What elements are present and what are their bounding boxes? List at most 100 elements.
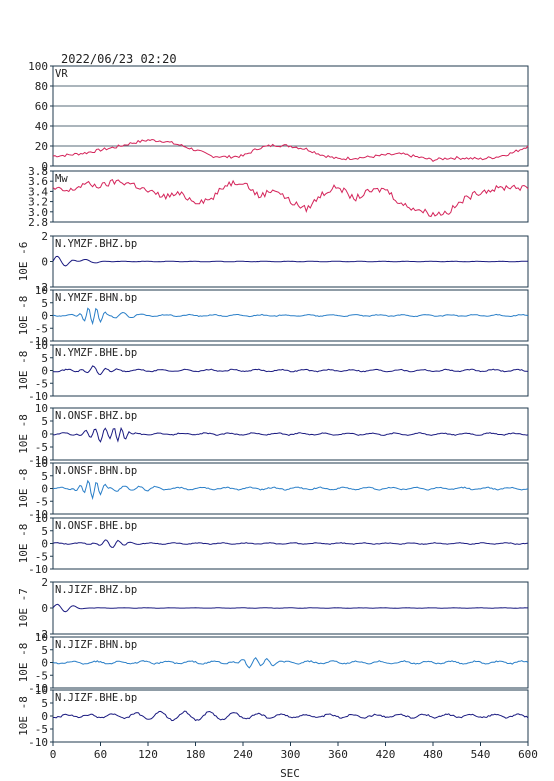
- panel-frame: [52, 170, 529, 223]
- y-tick-label: 2: [41, 230, 48, 243]
- x-tick-label: 120: [138, 748, 158, 761]
- panel-label: N.YMZF.BHE.bp: [55, 347, 137, 359]
- trace-n-onsf-bhe-bp: [52, 539, 529, 548]
- trace-n-ymzf-bhn-bp: [52, 307, 529, 326]
- trace-n-jizf-bhe-bp: [53, 710, 529, 722]
- y-tick-label: -5: [35, 723, 48, 736]
- trace-n-jizf-bhz-bp: [52, 603, 528, 613]
- y-tick-label: -2: [35, 281, 48, 294]
- y-tick-label: -10: [28, 390, 48, 403]
- panel-label: N.ONSF.BHN.bp: [55, 465, 137, 477]
- y-tick-label: -2: [35, 628, 48, 641]
- y-tick-label: 0: [41, 160, 48, 173]
- y-tick-label: 10: [35, 284, 48, 297]
- y-tick-label: -5: [35, 550, 48, 563]
- y-tick-label: -5: [35, 377, 48, 390]
- panel-label: N.ONSF.BHZ.bp: [55, 410, 137, 422]
- trace-vr: [52, 138, 529, 162]
- y-tick-label: 0: [41, 428, 48, 441]
- y-tick-label: -10: [28, 508, 48, 521]
- panel-label: Mw: [55, 173, 68, 185]
- y-tick-label: 0: [41, 310, 48, 323]
- y-tick-label: 10: [35, 402, 48, 415]
- panel-label: N.JIZF.BHN.bp: [55, 639, 137, 651]
- y-tick-label: 10: [35, 684, 48, 697]
- y-tick-label: 5: [41, 644, 48, 657]
- y-tick-label: 0: [41, 483, 48, 496]
- y-tick-label: 5: [41, 697, 48, 710]
- y-tick-label: 100: [28, 60, 48, 73]
- y-tick-label: 10: [35, 339, 48, 352]
- y-tick-label: -10: [28, 563, 48, 576]
- x-tick-label: 180: [186, 748, 206, 761]
- panel-n-ymzf-bhz-bp: -2 0 2 N.YMZF.BHZ.bp 10E -6: [17, 230, 529, 294]
- y-scale-label: 10E -8: [17, 643, 30, 683]
- y-scale-label: 10E -8: [17, 351, 30, 391]
- y-scale-label: 10E -8: [17, 469, 30, 509]
- y-tick-label: 5: [41, 415, 48, 428]
- y-tick-label: 2: [41, 576, 48, 589]
- y-tick-label: -10: [28, 454, 48, 467]
- x-tick-label: 0: [50, 748, 57, 761]
- x-tick-label: 420: [376, 748, 396, 761]
- y-tick-label: 2.8: [28, 216, 48, 229]
- y-tick-label: -5: [35, 322, 48, 335]
- y-tick-label: 10: [35, 457, 48, 470]
- y-tick-label: 5: [41, 297, 48, 310]
- y-tick-label: 20: [35, 140, 48, 153]
- x-tick-label: 480: [423, 748, 443, 761]
- y-scale-label: 10E -8: [17, 524, 30, 564]
- y-tick-label: 40: [35, 120, 48, 133]
- x-tick-label: 360: [328, 748, 348, 761]
- trace-n-onsf-bhn-bp: [52, 479, 529, 501]
- panel-frame: [52, 65, 529, 167]
- y-tick-label: 5: [41, 525, 48, 538]
- y-scale-label: 10E -8: [17, 696, 30, 736]
- y-tick-label: 3.2: [28, 196, 48, 209]
- y-tick-label: -10: [28, 335, 48, 348]
- y-tick-label: -5: [35, 441, 48, 454]
- panel-label: N.ONSF.BHE.bp: [55, 520, 137, 532]
- x-tick-label: 540: [471, 748, 491, 761]
- y-tick-label: 10: [35, 512, 48, 525]
- trace-n-ymzf-bhz-bp: [52, 255, 529, 267]
- x-tick-label: 60: [94, 748, 107, 761]
- y-tick-label: 80: [35, 80, 48, 93]
- y-tick-label: -5: [35, 495, 48, 508]
- y-tick-label: 0: [41, 365, 48, 378]
- panel-label: N.YMZF.BHZ.bp: [55, 238, 137, 250]
- x-tick-label: 300: [281, 748, 301, 761]
- panel-mw: 2.83.03.23.43.63.8 Mw: [28, 165, 529, 229]
- y-tick-label: 0: [41, 538, 48, 551]
- y-tick-label: 60: [35, 100, 48, 113]
- y-tick-label: 10: [35, 631, 48, 644]
- panel-label: N.YMZF.BHN.bp: [55, 292, 137, 304]
- y-tick-label: 0: [41, 256, 48, 269]
- panel-stack: 020406080100VR2.83.03.23.43.63.8Mw-202N.…: [17, 60, 529, 749]
- y-tick-label: 3.4: [28, 185, 48, 198]
- y-scale-label: 10E -8: [17, 296, 30, 336]
- y-tick-label: -10: [28, 736, 48, 749]
- x-tick-label: 600: [518, 748, 538, 761]
- panel-label: N.JIZF.BHZ.bp: [55, 584, 137, 596]
- trace-n-onsf-bhz-bp: [52, 426, 529, 443]
- x-axis-label: SEC: [280, 767, 300, 780]
- y-tick-label: 5: [41, 470, 48, 483]
- y-tick-label: 0: [41, 602, 48, 615]
- trace-mw: [52, 179, 529, 218]
- y-scale-label: 10E -6: [17, 242, 30, 282]
- y-tick-label: -10: [28, 682, 48, 695]
- trace-n-jizf-bhn-bp: [52, 657, 529, 669]
- y-tick-label: 3.6: [28, 175, 48, 188]
- panel-label: N.JIZF.BHE.bp: [55, 692, 137, 704]
- y-scale-label: 10E -8: [17, 414, 30, 454]
- y-tick-label: 0: [41, 657, 48, 670]
- y-tick-label: -5: [35, 669, 48, 682]
